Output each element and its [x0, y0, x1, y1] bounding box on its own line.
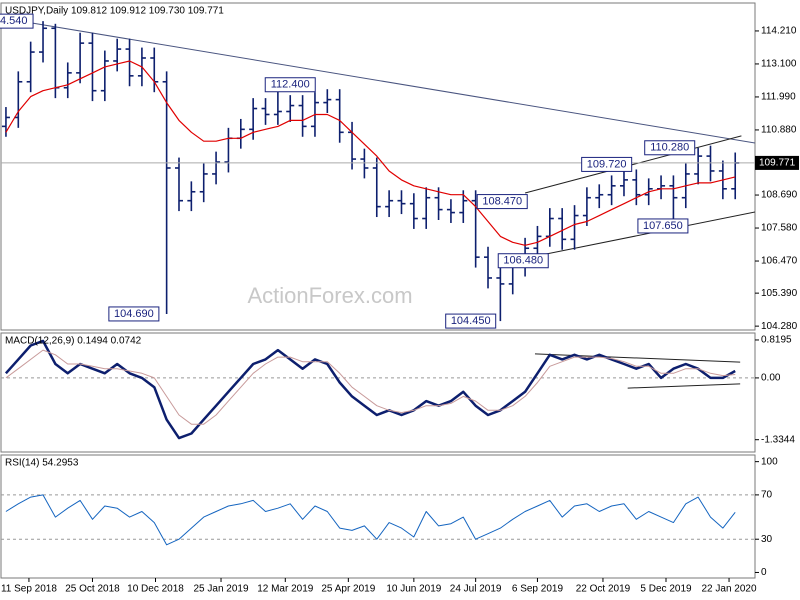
- annotation-label: 114.540: [0, 15, 28, 27]
- series-line: [5, 60, 736, 246]
- y-tick-label: 107.580: [761, 223, 798, 234]
- x-tick-label: 10 Dec 2018: [127, 584, 184, 595]
- annotation-box: [581, 156, 633, 172]
- annotation-box: [637, 218, 689, 234]
- trendline: [534, 353, 741, 363]
- x-tick-label: 12 Mar 2019: [257, 584, 314, 595]
- y-tick-label: 111.990: [761, 92, 796, 103]
- trendline: [517, 211, 755, 261]
- annotation-box: [445, 313, 497, 329]
- y-tick-label: 100: [761, 456, 778, 467]
- y-tick-label: 106.470: [761, 256, 798, 267]
- x-tick-label: 25 Apr 2019: [321, 584, 375, 595]
- plot-area: ActionForex.com: [1, 17, 755, 322]
- x-tick-label: 22 Oct 2019: [576, 584, 631, 595]
- annotation-label: 104.690: [114, 308, 154, 320]
- y-tick-label: 30: [761, 534, 773, 545]
- y-tick-label: -1.3344: [761, 434, 795, 445]
- annotation-label: 104.450: [451, 315, 491, 327]
- x-tick-label: 11 Sep 2018: [1, 584, 57, 595]
- series-line: [5, 494, 736, 546]
- annotation-label: 112.400: [271, 79, 310, 91]
- panel-title: USDJPY,Daily 109.812 109.912 109.730 109…: [5, 6, 224, 17]
- y-tick-label: 0.8195: [761, 335, 792, 346]
- annotation-label: 108.470: [482, 195, 522, 207]
- y-tick-label: 70: [761, 490, 773, 501]
- panel-title: MACD(12,26,9) 0.1494 0.0742: [5, 336, 142, 347]
- y-tick-label: 108.690: [761, 190, 798, 201]
- annotation-label: 106.480: [503, 255, 543, 267]
- annotation-label: 109.720: [587, 158, 627, 170]
- y-tick-label: 113.100: [761, 59, 797, 70]
- last-price-label: 109.771: [759, 158, 796, 169]
- y-tick-label: 0: [761, 567, 767, 578]
- trendline: [1, 17, 755, 144]
- x-tick-label: 10 Jun 2019: [386, 584, 441, 595]
- annotation-label: 110.280: [650, 142, 689, 154]
- y-tick-label: 104.280: [761, 321, 798, 332]
- plot-area: [1, 494, 755, 546]
- panel-frame: [0, 454, 756, 579]
- x-tick-label: 25 Oct 2018: [65, 584, 120, 595]
- y-tick-label: 0.00: [761, 373, 781, 384]
- x-tick-label: 24 Jul 2019: [450, 584, 502, 595]
- trendline: [524, 135, 742, 194]
- series-line: [5, 349, 736, 425]
- series-line: [4, 339, 736, 440]
- y-tick-label: 105.390: [761, 288, 798, 299]
- annotation-box: [108, 306, 160, 322]
- panel-title: RSI(14) 54.2953: [5, 458, 79, 469]
- panel-frame: [0, 332, 756, 453]
- annotation-box: [644, 140, 696, 156]
- y-tick-label: 114.210: [761, 26, 797, 37]
- watermark: ActionForex.com: [247, 283, 412, 308]
- annotation-box: [264, 77, 316, 93]
- y-tick-label: 110.880: [761, 125, 797, 136]
- x-tick-label: 25 Jan 2019: [193, 584, 248, 595]
- x-tick-label: 22 Jan 2020: [702, 584, 757, 595]
- panel-frame: [0, 2, 756, 331]
- annotation-box: [476, 194, 528, 210]
- trendline: [627, 383, 741, 389]
- annotation-label: 107.650: [643, 220, 683, 232]
- x-tick-label: 6 Sep 2019: [512, 584, 564, 595]
- x-tick-label: 5 Dec 2019: [640, 584, 692, 595]
- last-price-box: [755, 155, 799, 170]
- annotation-box: [497, 253, 549, 269]
- annotation-box: [0, 13, 34, 29]
- plot-area: [1, 339, 755, 440]
